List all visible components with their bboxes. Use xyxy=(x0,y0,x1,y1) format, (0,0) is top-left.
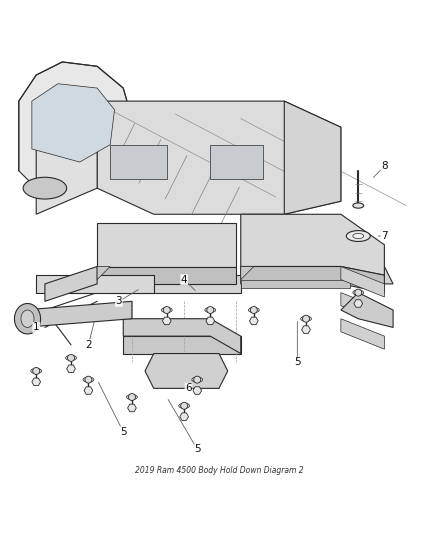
Circle shape xyxy=(128,393,135,400)
Text: 2019 Ram 4500 Body Hold Down Diagram 2: 2019 Ram 4500 Body Hold Down Diagram 2 xyxy=(135,466,303,475)
Ellipse shape xyxy=(31,368,42,374)
Polygon shape xyxy=(341,293,385,323)
Polygon shape xyxy=(123,336,241,353)
Polygon shape xyxy=(210,144,262,180)
Circle shape xyxy=(194,376,201,383)
Polygon shape xyxy=(354,300,363,307)
Ellipse shape xyxy=(161,308,172,313)
Text: 8: 8 xyxy=(381,161,388,172)
Polygon shape xyxy=(241,266,393,284)
Ellipse shape xyxy=(23,177,67,199)
Polygon shape xyxy=(341,266,385,297)
Ellipse shape xyxy=(353,203,364,208)
Circle shape xyxy=(303,315,310,322)
Text: 6: 6 xyxy=(185,383,192,393)
Polygon shape xyxy=(67,365,75,373)
Text: 2: 2 xyxy=(85,340,92,350)
Text: 1: 1 xyxy=(33,322,39,333)
Polygon shape xyxy=(97,266,110,279)
Circle shape xyxy=(355,289,362,296)
Text: 7: 7 xyxy=(381,231,388,241)
Polygon shape xyxy=(32,378,41,385)
Ellipse shape xyxy=(14,303,41,334)
Polygon shape xyxy=(97,101,341,214)
Polygon shape xyxy=(241,266,385,293)
Ellipse shape xyxy=(192,377,203,382)
Polygon shape xyxy=(110,275,241,293)
Circle shape xyxy=(207,306,214,313)
Text: 4: 4 xyxy=(181,274,187,285)
Polygon shape xyxy=(193,387,201,394)
Polygon shape xyxy=(123,319,241,353)
Polygon shape xyxy=(241,279,350,288)
Polygon shape xyxy=(32,84,115,162)
Polygon shape xyxy=(110,144,167,180)
Polygon shape xyxy=(341,319,385,349)
Ellipse shape xyxy=(300,316,311,321)
Circle shape xyxy=(251,306,257,313)
Polygon shape xyxy=(23,301,132,327)
Ellipse shape xyxy=(179,403,190,408)
Circle shape xyxy=(33,367,40,375)
Polygon shape xyxy=(36,101,97,214)
Polygon shape xyxy=(302,326,311,333)
Polygon shape xyxy=(284,101,341,214)
Polygon shape xyxy=(36,275,154,293)
Polygon shape xyxy=(97,266,237,284)
Polygon shape xyxy=(145,353,228,389)
Ellipse shape xyxy=(353,233,364,239)
Text: 5: 5 xyxy=(294,357,300,367)
Ellipse shape xyxy=(127,394,138,400)
Polygon shape xyxy=(341,293,393,327)
Polygon shape xyxy=(127,404,136,411)
Polygon shape xyxy=(162,317,171,325)
Polygon shape xyxy=(250,317,258,325)
Text: 5: 5 xyxy=(120,427,127,437)
Polygon shape xyxy=(19,62,132,188)
Polygon shape xyxy=(206,317,215,325)
Ellipse shape xyxy=(21,310,34,327)
Polygon shape xyxy=(97,223,237,266)
Polygon shape xyxy=(84,387,93,394)
Text: 5: 5 xyxy=(194,445,201,454)
Ellipse shape xyxy=(83,377,94,382)
Ellipse shape xyxy=(353,290,364,295)
Ellipse shape xyxy=(346,231,370,241)
Ellipse shape xyxy=(205,308,216,313)
Ellipse shape xyxy=(248,308,259,313)
Circle shape xyxy=(85,376,92,383)
Polygon shape xyxy=(45,266,97,301)
Polygon shape xyxy=(241,214,385,275)
Circle shape xyxy=(163,306,170,313)
Circle shape xyxy=(181,402,187,409)
Polygon shape xyxy=(180,413,188,421)
Text: 3: 3 xyxy=(116,296,122,306)
Circle shape xyxy=(67,354,74,361)
Polygon shape xyxy=(241,266,254,279)
Ellipse shape xyxy=(66,356,77,360)
